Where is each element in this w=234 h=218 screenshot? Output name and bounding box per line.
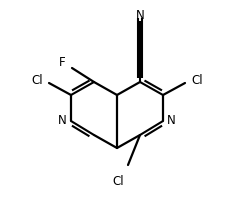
Text: Cl: Cl xyxy=(191,73,203,87)
Text: N: N xyxy=(136,9,144,22)
Text: F: F xyxy=(58,56,65,70)
Text: N: N xyxy=(58,114,67,128)
Text: N: N xyxy=(167,114,176,128)
Text: Cl: Cl xyxy=(112,175,124,188)
Text: Cl: Cl xyxy=(31,73,43,87)
